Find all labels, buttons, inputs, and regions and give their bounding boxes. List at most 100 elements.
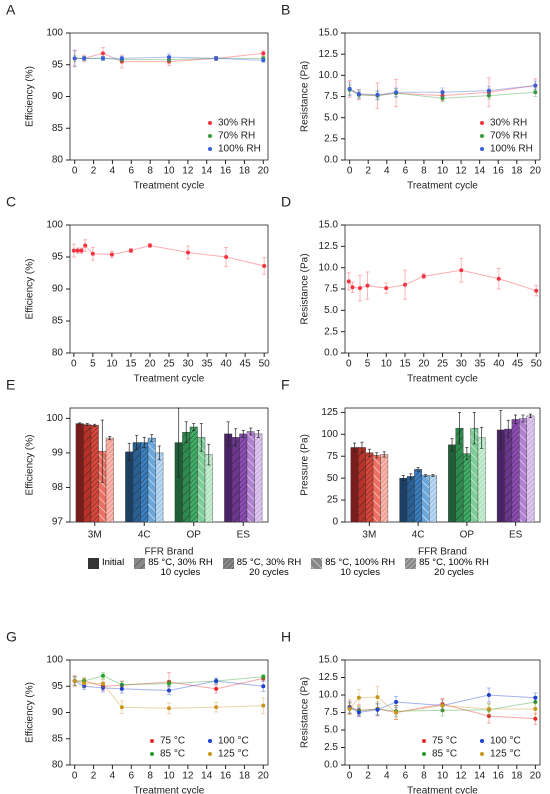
y-tick-label: 0.0 [324, 155, 338, 166]
data-point [421, 274, 426, 279]
x-tick-label: 0 [71, 359, 77, 370]
bar-hatch [247, 431, 255, 522]
x-tick-label: 45 [512, 359, 524, 370]
data-point [262, 263, 267, 268]
legend-marker [480, 739, 484, 743]
y-tick-label: 15.0 [319, 220, 339, 231]
bar-hatch [182, 432, 190, 522]
y-tick-label: 99 [52, 448, 64, 459]
x-tick-label: 20 [258, 166, 270, 177]
x-tick-label: 6 [403, 771, 409, 782]
y-tick-label: 75 [327, 451, 339, 462]
legend-marker [422, 739, 426, 743]
bar-hatch [358, 447, 366, 522]
data-point [350, 285, 355, 290]
x-tick-label: OP [187, 530, 202, 541]
x-tick-label: ES [237, 530, 251, 541]
x-tick-label: 4 [110, 166, 116, 177]
x-tick-label: 0 [72, 771, 78, 782]
legend-label: 85 °C [432, 749, 457, 760]
panel-letter: E [6, 377, 15, 393]
data-point [79, 248, 84, 253]
data-point [533, 716, 538, 721]
data-point [486, 714, 491, 718]
x-tick-label: 4C [138, 530, 151, 541]
x-tick-label: 8 [421, 771, 427, 782]
x-tick-label: 0 [346, 359, 352, 370]
y-tick-label: 85 [52, 733, 64, 744]
legend-item: 85 °C, 100% RH 20 cycles [405, 558, 489, 578]
bar-hatch [254, 433, 263, 522]
x-tick-label: 16 [220, 166, 232, 177]
legend-item: 85 °C, 30% RH 20 cycles [222, 558, 301, 578]
y-tick-label: 80 [52, 348, 64, 359]
data-point [214, 686, 219, 691]
legend-swatch [88, 558, 99, 569]
data-point [486, 693, 491, 697]
y-axis-title: Efficiency (%) [25, 66, 36, 127]
x-tick-label: 40 [221, 359, 233, 370]
x-tick-label: 6 [129, 771, 135, 782]
data-point [167, 55, 171, 60]
data-point [72, 56, 77, 61]
panel-letter: C [6, 194, 16, 210]
data-point [358, 286, 362, 291]
y-tick-label: 5.0 [324, 305, 338, 316]
x-tick-label: 4 [110, 771, 116, 782]
legend-label: 70% RH [218, 131, 255, 142]
data-point [534, 288, 539, 293]
legend-marker [150, 739, 154, 743]
x-tick-label: 14 [474, 166, 486, 177]
x-tick-label: 14 [201, 771, 213, 782]
x-tick-label: 50 [259, 359, 271, 370]
data-point [440, 703, 445, 708]
y-axis-title: Resistance (Pa) [300, 61, 311, 132]
y-tick-label: 80 [52, 155, 64, 166]
y-tick-label: 10.0 [319, 70, 339, 81]
y-tick-label: 12.5 [319, 241, 339, 252]
plot-frame [344, 224, 541, 354]
x-tick-label: 10 [381, 359, 393, 370]
y-axis-title: Pressure (Pa) [300, 434, 311, 496]
y-tick-label: 15.0 [319, 655, 339, 666]
x-tick-label: 3M [362, 530, 376, 541]
panel-letter: F [281, 377, 290, 393]
data-point [394, 700, 399, 704]
data-point [147, 243, 152, 248]
x-tick-label: 8 [421, 166, 427, 177]
legend-marker [208, 134, 212, 138]
data-point [440, 96, 445, 101]
data-point [346, 279, 351, 284]
y-tick-label: 90 [52, 284, 64, 295]
x-axis-title: Treatment cycle [134, 181, 205, 192]
bar-hatch [511, 419, 520, 522]
bar-hatch [526, 415, 535, 522]
x-tick-label: 4 [384, 166, 390, 177]
data-point [119, 56, 124, 61]
data-point [459, 268, 464, 273]
x-tick-label: 30 [182, 359, 194, 370]
bar-hatch [205, 454, 213, 522]
panel-letter: B [281, 2, 290, 18]
data-point [356, 695, 361, 700]
data-point [533, 695, 538, 700]
x-tick-label: 20 [530, 771, 542, 782]
legend-item: 85 °C, 100% RH 10 cycles [311, 558, 395, 578]
legend-label: 100% RH [218, 144, 261, 155]
data-point [119, 686, 124, 691]
x-axis-title: Treatment cycle [407, 374, 478, 385]
x-tick-label: 0 [347, 771, 353, 782]
y-tick-label: 50 [327, 473, 339, 484]
y-axis-title: Efficiency (%) [25, 435, 36, 496]
data-point [101, 56, 105, 61]
bar-hatch [365, 452, 374, 522]
legend-label: 75 °C [160, 736, 185, 747]
data-point [486, 88, 491, 93]
x-tick-label: 10 [437, 166, 449, 177]
data-point [394, 710, 399, 715]
legend-swatch [311, 558, 323, 569]
legend-label: 70% RH [490, 131, 527, 142]
x-tick-label: 2 [91, 771, 97, 782]
x-tick-label: 25 [437, 359, 449, 370]
